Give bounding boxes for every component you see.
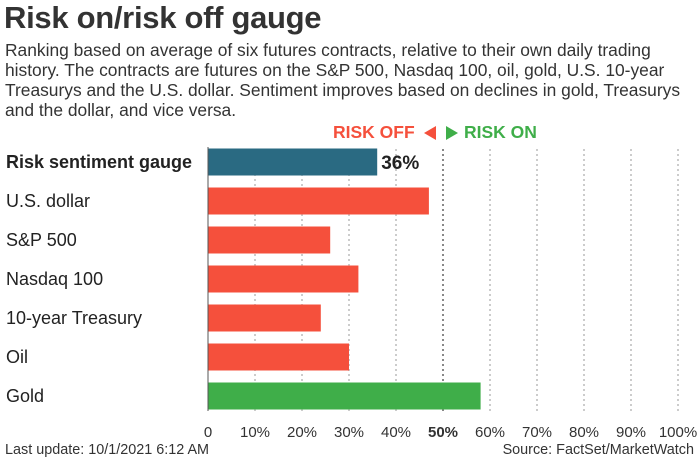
category-label: Risk sentiment gauge <box>6 152 192 172</box>
bar <box>208 187 429 215</box>
x-tick-label: 10% <box>240 424 270 441</box>
risk-on-label: RISK ON <box>464 122 537 142</box>
x-tick-label: 50% <box>428 424 458 441</box>
bar <box>208 226 331 254</box>
x-tick-label: 60% <box>475 424 505 441</box>
x-tick-label: 0 <box>204 424 212 441</box>
arrow-left-icon <box>424 126 436 140</box>
category-label: Nasdaq 100 <box>6 269 103 289</box>
x-tick-label: 30% <box>334 424 364 441</box>
x-tick-label: 80% <box>569 424 599 441</box>
x-tick-label: 20% <box>287 424 317 441</box>
chart-title: Risk on/risk off gauge <box>4 0 322 35</box>
arrow-right-icon <box>446 126 458 140</box>
source-note: Source: FactSet/MarketWatch <box>502 442 694 458</box>
risk-off-label: RISK OFF <box>333 122 415 142</box>
bar <box>208 343 349 371</box>
last-update: Last update: 10/1/2021 6:12 AM <box>5 442 210 458</box>
category-label: Oil <box>6 347 28 367</box>
x-tick-label: 90% <box>616 424 646 441</box>
chart-subtitle: Ranking based on average of six futures … <box>5 40 681 120</box>
x-tick-label: 40% <box>381 424 411 441</box>
category-label: S&P 500 <box>6 230 77 250</box>
category-label: Gold <box>6 386 44 406</box>
bar <box>208 148 378 176</box>
x-tick-label: 70% <box>522 424 552 441</box>
bar <box>208 382 481 410</box>
x-tick-label: 100% <box>659 424 697 441</box>
bar <box>208 304 321 332</box>
category-label: 10-year Treasury <box>6 308 142 328</box>
bar <box>208 265 359 293</box>
category-label: U.S. dollar <box>6 191 90 211</box>
data-label: 36% <box>381 153 419 174</box>
